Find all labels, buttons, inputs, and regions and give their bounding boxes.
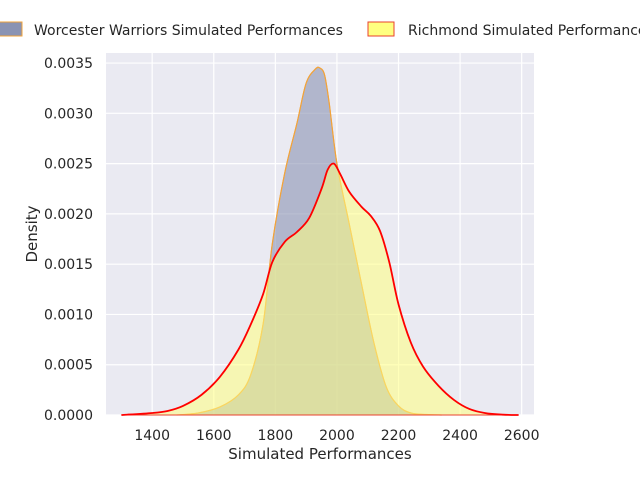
x-tick-label: 1600 <box>196 428 232 444</box>
y-tick-label: 0.0005 <box>44 358 93 374</box>
density-line-richmond <box>121 162 519 416</box>
x-tick-labels: 1400 1600 1800 2000 2200 2400 2600 <box>134 428 539 444</box>
x-tick-label: 2200 <box>381 428 417 444</box>
x-tick-label: 1400 <box>134 428 170 444</box>
y-tick-label: 0.0030 <box>44 106 93 122</box>
legend-label-worcester: Worcester Warriors Simulated Performance… <box>34 23 343 39</box>
x-tick-label: 1800 <box>258 428 294 444</box>
y-tick-label: 0.0035 <box>44 56 93 72</box>
y-axis-label: Density <box>23 205 41 262</box>
x-axis-label: Simulated Performances <box>228 445 412 463</box>
y-tick-label: 0.0010 <box>44 307 93 323</box>
legend-swatch-richmond <box>367 21 395 37</box>
y-tick-label: 0.0015 <box>44 257 93 273</box>
y-tick-label: 0.0025 <box>44 157 93 173</box>
x-tick-label: 2000 <box>319 428 355 444</box>
x-tick-label: 2600 <box>504 428 540 444</box>
series-layer <box>121 66 519 416</box>
y-tick-label: 0.0020 <box>44 207 93 223</box>
legend-label-richmond: Richmond Simulated Performances <box>408 23 640 39</box>
y-tick-labels: 0.0000 0.0005 0.0010 0.0015 0.0020 0.0025 0.00… <box>44 56 93 424</box>
y-tick-label: 0.0000 <box>44 408 93 424</box>
x-tick-label: 2400 <box>442 428 478 444</box>
legend: Worcester Warriors Simulated Performance… <box>0 21 640 39</box>
legend-swatch-worcester <box>0 21 23 37</box>
